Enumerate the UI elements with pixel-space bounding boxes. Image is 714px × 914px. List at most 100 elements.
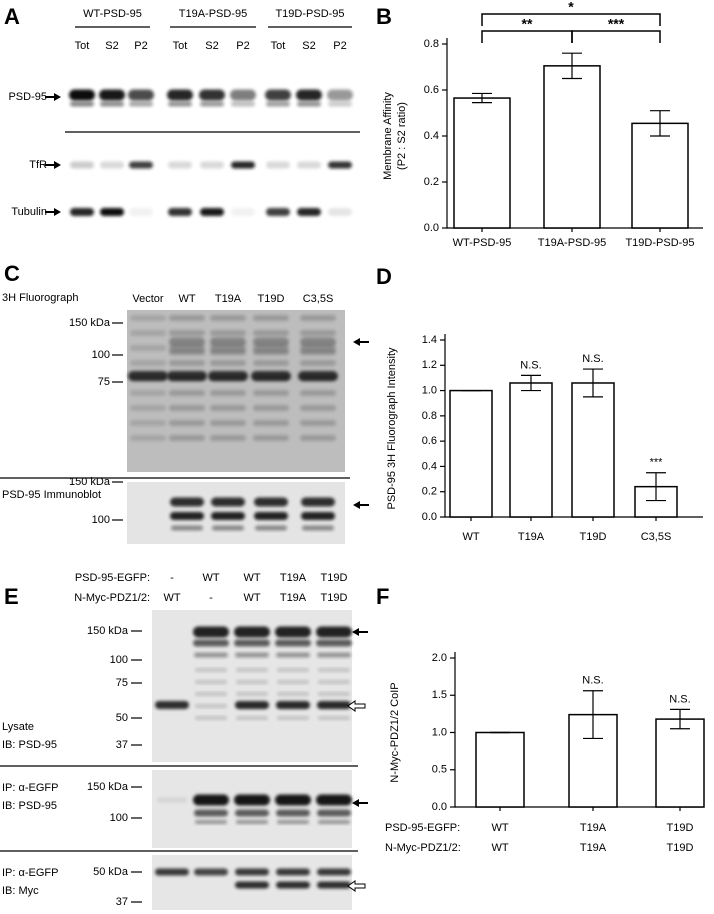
blot-band <box>200 208 224 216</box>
lane-label: S2 <box>105 40 118 52</box>
blot-band <box>129 208 153 216</box>
protein-label: Tubulin <box>11 206 47 218</box>
x-tick-label: T19A <box>580 842 607 854</box>
protein-label: PSD-95 <box>8 91 47 103</box>
blot-band <box>317 652 351 658</box>
blot-band <box>169 390 205 396</box>
lane-label: WT <box>243 572 260 584</box>
blot-band <box>297 161 321 169</box>
blot-band <box>266 161 290 169</box>
y-tick-label: 2.0 <box>432 652 447 664</box>
blot-band <box>130 420 166 426</box>
blot-band <box>297 208 321 216</box>
blot-band <box>195 680 227 684</box>
panel-letter: A <box>4 4 20 29</box>
row-label: N-Myc-PDZ1/2: <box>385 842 461 854</box>
blot-band <box>210 315 246 321</box>
blot-band <box>266 101 290 107</box>
blot-band <box>254 497 288 507</box>
lane-label: WT <box>163 592 180 604</box>
blot-band <box>253 405 289 411</box>
row-label: PSD-95-EGFP: <box>385 822 460 834</box>
blot-band <box>130 360 166 366</box>
lane-label: T19D <box>321 592 348 604</box>
blot-band <box>298 371 338 381</box>
row-label: PSD-95-EGFP: <box>75 572 150 584</box>
blot-band <box>300 337 336 347</box>
blot-band <box>297 101 321 107</box>
marker-label: 75 <box>116 677 128 689</box>
lane-label: P2 <box>134 40 147 52</box>
y-tick-label: 0.8 <box>424 38 439 50</box>
blot-band <box>302 525 334 531</box>
blot-band <box>277 680 309 684</box>
blot-band <box>193 626 229 638</box>
marker-label: 50 kDa <box>93 866 129 878</box>
y-tick-label: 1.0 <box>422 384 437 396</box>
y-tick-label: 0.4 <box>422 460 437 472</box>
blot-band <box>266 208 290 216</box>
blot-band <box>195 704 227 708</box>
blot-band <box>169 420 205 426</box>
significance-label: ** <box>522 16 533 32</box>
blot-band <box>253 315 289 321</box>
blot-band <box>234 639 270 647</box>
blot-band <box>231 161 255 169</box>
blot-band <box>300 330 336 336</box>
blot-band <box>210 360 246 366</box>
lane-label: P2 <box>236 40 249 52</box>
blot-band <box>210 435 246 441</box>
blot-band <box>157 797 187 803</box>
blot-band <box>235 868 269 876</box>
blot-band <box>254 512 288 520</box>
bar <box>475 731 525 808</box>
lane-label: Tot <box>173 40 188 52</box>
blot-band <box>301 497 335 507</box>
x-tick-label: T19A-PSD-95 <box>538 237 606 249</box>
blot-band <box>277 820 309 824</box>
blot-band <box>130 330 166 336</box>
lane-label: WT <box>243 592 260 604</box>
blot-band <box>130 390 166 396</box>
blot-band <box>317 881 351 889</box>
bar <box>449 389 493 518</box>
lane-label: WT <box>202 572 219 584</box>
blot-band <box>235 701 269 709</box>
open-arrow <box>347 880 366 892</box>
blot-band <box>235 809 269 817</box>
arrow <box>353 501 369 509</box>
lane-label: T19A <box>280 572 307 584</box>
y-tick-label: 1.5 <box>432 689 447 701</box>
blot-band <box>275 639 311 647</box>
panel-letter: B <box>376 4 392 29</box>
blot-band <box>318 692 350 696</box>
blot-band <box>210 420 246 426</box>
blot-band <box>130 345 166 351</box>
blot-band <box>168 208 192 216</box>
y-tick-label: 0.0 <box>424 222 439 234</box>
blot-band <box>236 668 268 672</box>
panel-letter: E <box>4 584 19 609</box>
lane-label: T19D <box>321 572 348 584</box>
blot-band <box>167 89 193 101</box>
blot-band <box>169 435 205 441</box>
significance-bracket <box>481 13 661 26</box>
y-tick-label: 0.2 <box>422 486 437 498</box>
arrow <box>352 799 368 807</box>
blot-label: 3H Fluorograph <box>2 292 78 304</box>
y-axis-label: Membrane Affinity <box>382 92 394 180</box>
blot-band <box>253 337 289 347</box>
y-tick-label: 0.8 <box>422 410 437 422</box>
bar-annotation: *** <box>650 457 664 469</box>
blot-band <box>194 652 228 658</box>
blot-band <box>170 497 204 507</box>
blot-band <box>169 337 205 347</box>
marker-label: 100 <box>110 812 128 824</box>
blot-band <box>253 360 289 366</box>
blot-band <box>318 680 350 684</box>
blot-band <box>236 716 268 720</box>
blot-band <box>194 809 228 817</box>
x-tick-label: WT <box>491 842 508 854</box>
blot-band <box>234 626 270 638</box>
blot-band <box>70 101 94 107</box>
